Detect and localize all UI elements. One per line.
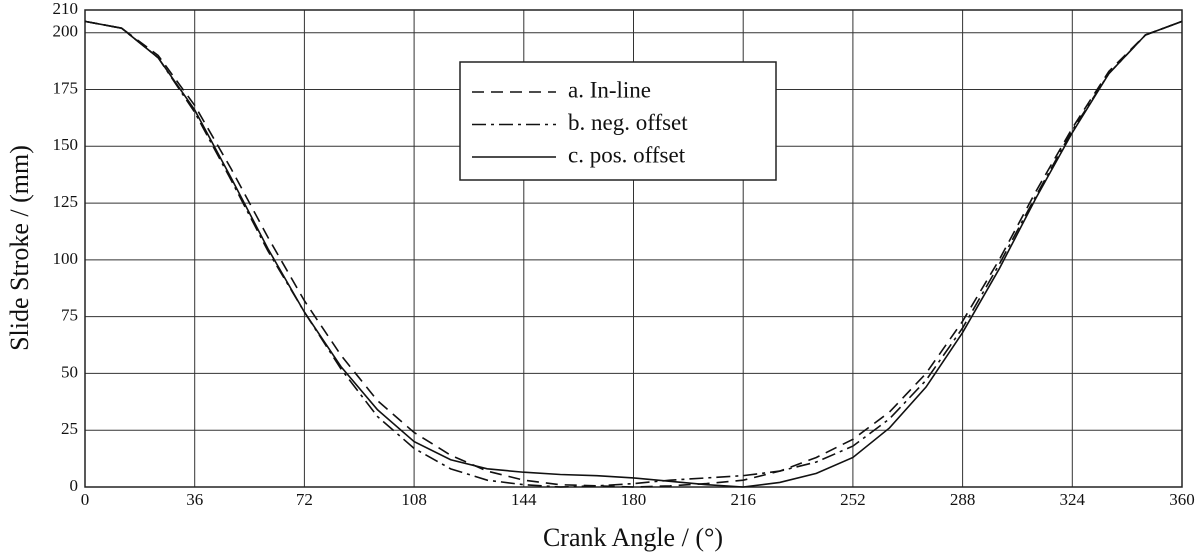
- series-line: [84, 20, 1183, 488]
- y-tick-label: 25: [61, 419, 78, 438]
- y-tick-label: 150: [53, 135, 79, 154]
- legend-label: b. neg. offset: [568, 110, 688, 135]
- x-tick-label: 324: [1060, 490, 1086, 509]
- y-tick-label: 50: [61, 362, 78, 381]
- legend-box: [459, 61, 777, 181]
- x-tick-label: 252: [840, 490, 866, 509]
- legend-label: c. pos. offset: [568, 142, 686, 167]
- x-tick-label: 72: [296, 490, 313, 509]
- x-tick-label: 180: [621, 490, 647, 509]
- x-tick-label: 360: [1169, 490, 1195, 509]
- y-tick-label: 200: [53, 22, 79, 41]
- y-tick-label: 0: [70, 476, 79, 495]
- series-line: [84, 20, 1183, 488]
- x-tick-label: 288: [950, 490, 976, 509]
- x-tick-label: 108: [401, 490, 427, 509]
- x-tick-label: 36: [186, 490, 203, 509]
- x-tick-label: 216: [730, 490, 756, 509]
- series-line: [84, 20, 1183, 488]
- y-tick-label: 100: [53, 249, 79, 268]
- x-tick-label: 144: [511, 490, 537, 509]
- y-tick-label: 75: [61, 306, 78, 325]
- y-tick-label: 210: [53, 0, 79, 18]
- legend-label: a. In-line: [568, 77, 651, 102]
- x-tick-label: 0: [81, 490, 90, 509]
- y-tick-label: 125: [53, 192, 79, 211]
- x-axis-title: Crank Angle / (°): [543, 523, 723, 552]
- y-tick-label: 175: [53, 78, 79, 97]
- y-axis-title: Slide Stroke / (mm): [5, 145, 34, 351]
